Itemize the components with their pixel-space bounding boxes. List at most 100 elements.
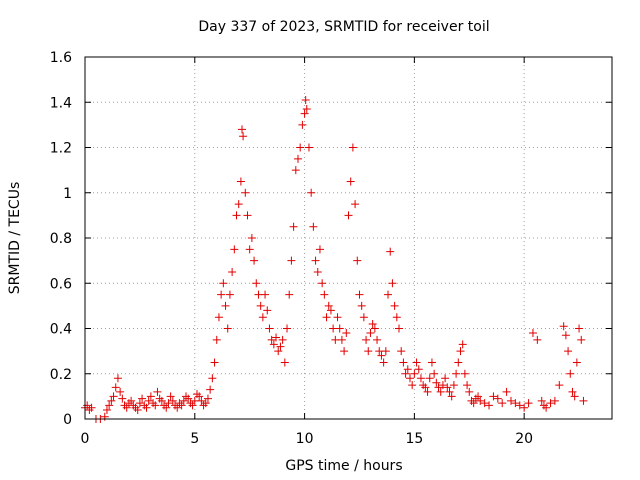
data-point <box>384 290 393 299</box>
data-point <box>436 387 445 396</box>
data-point <box>164 399 173 408</box>
data-point <box>300 109 309 118</box>
data-point <box>236 177 245 186</box>
y-tick-label: 1.2 <box>50 141 72 157</box>
x-tick-label: 5 <box>190 431 199 447</box>
data-point <box>228 267 237 276</box>
data-point <box>441 374 450 383</box>
data-point <box>390 301 399 310</box>
data-point <box>263 306 272 315</box>
data-point <box>173 403 182 412</box>
data-point <box>427 358 436 367</box>
data-point <box>208 374 217 383</box>
data-point <box>109 392 118 401</box>
data-point <box>309 222 318 231</box>
y-tick-label: 1.6 <box>50 50 72 66</box>
data-point <box>313 267 322 276</box>
y-tick-label: 0.2 <box>50 367 72 383</box>
data-point <box>493 394 502 403</box>
data-point <box>250 256 259 265</box>
data-point <box>579 396 588 405</box>
y-tick-label: 1.4 <box>50 95 72 111</box>
x-tick-label: 10 <box>296 431 314 447</box>
data-point <box>511 399 520 408</box>
data-point <box>568 387 577 396</box>
data-point <box>214 313 223 322</box>
data-point <box>443 383 452 392</box>
data-point <box>302 105 311 114</box>
data-point <box>225 290 234 299</box>
data-point <box>401 369 410 378</box>
data-point <box>570 392 579 401</box>
data-point <box>506 396 515 405</box>
data-point <box>463 381 472 390</box>
chart-title: Day 337 of 2023, SRMTID for receiver toi… <box>198 19 489 35</box>
data-point <box>318 279 327 288</box>
data-point <box>412 358 421 367</box>
data-point <box>449 381 458 390</box>
data-point <box>379 358 388 367</box>
data-point <box>285 290 294 299</box>
data-point <box>212 335 221 344</box>
data-point <box>489 392 498 401</box>
data-point <box>179 396 188 405</box>
data-point <box>201 399 210 408</box>
data-point <box>188 401 197 410</box>
data-point <box>293 154 302 163</box>
data-point <box>301 95 310 104</box>
data-point <box>241 188 250 197</box>
data-point <box>144 396 153 405</box>
data-point <box>127 396 136 405</box>
data-point <box>311 256 320 265</box>
data-point <box>118 394 127 403</box>
data-point <box>138 394 147 403</box>
data-point <box>221 301 230 310</box>
data-point <box>219 279 228 288</box>
y-tick-label: 0 <box>63 412 72 428</box>
data-point <box>162 403 171 412</box>
data-point <box>555 381 564 390</box>
data-point <box>245 245 254 254</box>
data-point <box>272 333 281 342</box>
data-point <box>340 347 349 356</box>
y-tick-labels: 0 0.2 0.4 0.6 0.8 1 1.2 1.4 1.6 <box>50 50 72 428</box>
data-point <box>247 234 256 242</box>
data-point <box>524 399 533 408</box>
data-point <box>122 403 131 412</box>
data-point <box>113 374 122 383</box>
data-point <box>296 143 305 152</box>
data-point <box>575 324 584 333</box>
data-point <box>320 290 329 299</box>
data-point <box>460 369 469 378</box>
x-tick-label: 0 <box>81 431 90 447</box>
data-point <box>107 396 116 405</box>
data-point <box>485 401 494 410</box>
data-point <box>445 387 454 396</box>
data-point <box>265 324 274 333</box>
data-point <box>322 313 331 322</box>
data-point <box>373 335 382 344</box>
data-point <box>550 396 559 405</box>
data-point <box>395 324 404 333</box>
data-point <box>410 369 419 378</box>
data-point <box>520 403 529 412</box>
data-point <box>430 369 439 378</box>
data-point <box>366 329 375 338</box>
data-point <box>546 399 555 408</box>
data-point <box>537 396 546 405</box>
x-axis-label: GPS time / hours <box>285 458 402 474</box>
data-point <box>572 358 581 367</box>
data-point <box>425 374 434 383</box>
data-point <box>480 399 489 408</box>
data-point <box>151 401 160 410</box>
data-point <box>324 301 333 310</box>
data-point <box>447 392 456 401</box>
data-point <box>269 340 278 349</box>
data-point <box>405 374 414 383</box>
data-point <box>397 347 406 356</box>
data-point <box>364 347 373 356</box>
y-tick-label: 0.8 <box>50 231 72 247</box>
data-point <box>261 290 270 299</box>
data-point <box>206 385 215 394</box>
